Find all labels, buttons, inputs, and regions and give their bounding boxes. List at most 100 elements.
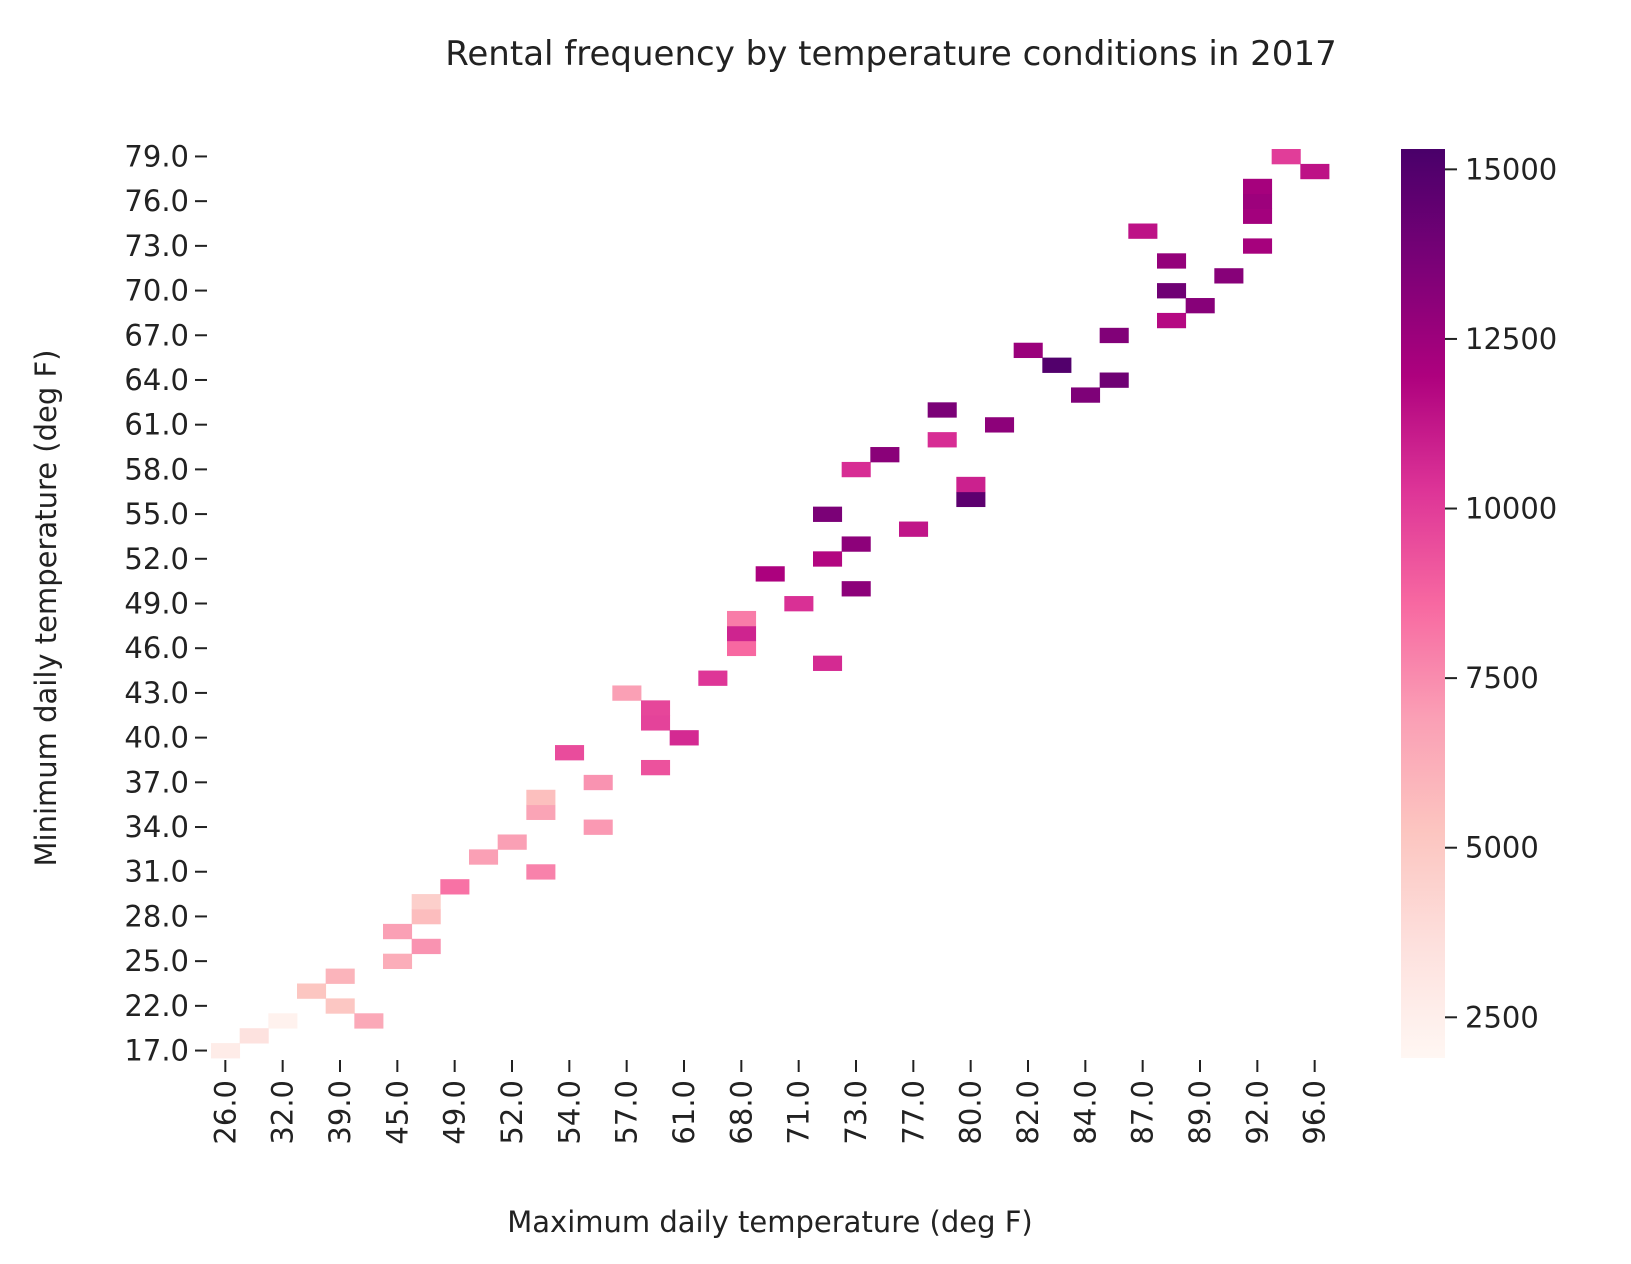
- y-tick-label: 79.0: [124, 139, 189, 173]
- heatmap-cell: [755, 566, 785, 582]
- heatmap-cell: [297, 983, 327, 999]
- x-tick-label: 80.0: [954, 1080, 988, 1145]
- heatmap-cell: [1243, 178, 1273, 195]
- heatmap-cell: [497, 834, 527, 850]
- heatmap-cell: [440, 879, 470, 895]
- heatmap-cell: [1300, 163, 1330, 180]
- y-tick-label: 37.0: [124, 765, 189, 799]
- colorbar-tick-label: 7500: [1465, 661, 1539, 695]
- heatmap-cell: [526, 789, 556, 806]
- x-tick-label: 71.0: [782, 1080, 816, 1145]
- y-tick-label: 61.0: [124, 408, 189, 442]
- heatmap-cell: [583, 819, 613, 835]
- heatmap-cell: [383, 953, 413, 969]
- heatmap-cell: [1157, 312, 1187, 329]
- heatmap-cell: [1099, 327, 1129, 344]
- y-tick-label: 49.0: [124, 587, 189, 621]
- colorbar-tick-label: 10000: [1465, 492, 1557, 526]
- heatmap-cell: [641, 700, 671, 716]
- heatmap-cell: [1214, 268, 1244, 284]
- y-tick-label: 58.0: [124, 452, 189, 486]
- heatmap-cell: [727, 640, 757, 657]
- x-tick-label: 26.0: [208, 1080, 242, 1145]
- x-tick-label: 84.0: [1068, 1080, 1102, 1145]
- x-tick-label: 61.0: [667, 1080, 701, 1145]
- y-tick-label: 25.0: [124, 944, 189, 978]
- heatmap-cell: [1271, 149, 1301, 165]
- heatmap-cell: [325, 998, 355, 1014]
- heatmap-cell: [411, 894, 441, 910]
- heatmap-cell: [698, 670, 728, 686]
- heatmap-cell: [1157, 253, 1187, 269]
- y-tick-label: 34.0: [124, 810, 189, 844]
- chart-title: Rental frequency by temperature conditio…: [445, 34, 1336, 74]
- heatmap-cell: [870, 447, 900, 463]
- heatmap-cell: [1185, 298, 1215, 314]
- y-tick-label: 76.0: [124, 184, 189, 218]
- heatmap-cell: [1013, 342, 1043, 359]
- heatmap-cell: [1099, 372, 1129, 388]
- heatmap-cell: [411, 938, 441, 955]
- heatmap-cell: [927, 432, 957, 448]
- x-axis-label: Maximum daily temperature (deg F): [507, 1205, 1032, 1239]
- x-tick-label: 54.0: [552, 1080, 586, 1145]
- colorbar-tick-label: 2500: [1465, 1000, 1539, 1034]
- heatmap-cell: [956, 476, 986, 493]
- y-axis-label: Minimum daily temperature (deg F): [29, 350, 63, 867]
- heatmap-cell: [841, 581, 871, 597]
- x-tick-label: 77.0: [896, 1080, 930, 1145]
- x-tick-label: 49.0: [438, 1080, 472, 1145]
- y-tick-label: 17.0: [124, 1034, 189, 1068]
- x-tick-label: 32.0: [266, 1080, 300, 1145]
- heatmap-cell: [927, 402, 957, 418]
- heatmap-cell: [727, 610, 757, 627]
- heatmap-cell: [526, 804, 556, 820]
- heatmap-cell: [1128, 223, 1158, 239]
- heatmap-cell: [813, 551, 843, 567]
- colorbar-gradient: [1401, 149, 1445, 1058]
- x-tick-label: 52.0: [495, 1080, 529, 1145]
- y-tick-label: 64.0: [124, 363, 189, 397]
- y-tick-label: 22.0: [124, 989, 189, 1023]
- heatmap-cell: [813, 506, 843, 522]
- heatmap-cell: [1243, 208, 1273, 224]
- heatmap-cells: [211, 149, 1330, 1059]
- colorbar-tick-label: 12500: [1465, 322, 1557, 356]
- y-tick-label: 73.0: [124, 229, 189, 263]
- heatmap-cell: [727, 625, 757, 642]
- colorbar: 2500 5000 7500 10000 12500 15000: [1401, 149, 1557, 1058]
- y-tick-label: 31.0: [124, 855, 189, 889]
- colorbar-tick-label: 5000: [1465, 831, 1539, 865]
- y-tick-label: 67.0: [124, 318, 189, 352]
- heatmap-cell: [239, 1028, 269, 1044]
- heatmap-cell: [841, 536, 871, 552]
- y-tick-label: 52.0: [124, 542, 189, 576]
- x-tick-label: 68.0: [724, 1080, 758, 1145]
- heatmap-cell: [211, 1043, 241, 1059]
- x-tick-label: 92.0: [1240, 1080, 1274, 1145]
- y-tick-label: 40.0: [124, 721, 189, 755]
- heatmap-cell: [956, 491, 986, 508]
- heatmap-cell: [841, 461, 871, 478]
- x-tick-label: 96.0: [1298, 1080, 1332, 1145]
- x-tick-label: 57.0: [610, 1080, 644, 1145]
- x-tick-label: 39.0: [323, 1080, 357, 1145]
- heatmap-cell: [641, 715, 671, 731]
- y-tick-label: 55.0: [124, 497, 189, 531]
- heatmap-cell: [1071, 387, 1101, 403]
- heatmap-cell: [669, 730, 699, 746]
- x-tick-label: 45.0: [380, 1080, 414, 1145]
- heatmap-cell: [325, 968, 355, 984]
- heatmap-cell: [383, 923, 413, 940]
- x-axis: 26.0 32.0 39.0 45.0 49.0 52.0 54.0 57.0 61.0 68.0…: [208, 1060, 1332, 1145]
- heatmap-cell: [1243, 238, 1273, 254]
- heatmap-cell: [985, 417, 1015, 433]
- heatmap-cell: [1243, 193, 1273, 209]
- y-tick-label: 28.0: [124, 899, 189, 933]
- heatmap-cell: [1157, 283, 1187, 299]
- heatmap-cell: [813, 655, 843, 671]
- heatmap-cell: [411, 908, 441, 925]
- x-tick-label: 87.0: [1126, 1080, 1160, 1145]
- heatmap-cell: [641, 759, 671, 776]
